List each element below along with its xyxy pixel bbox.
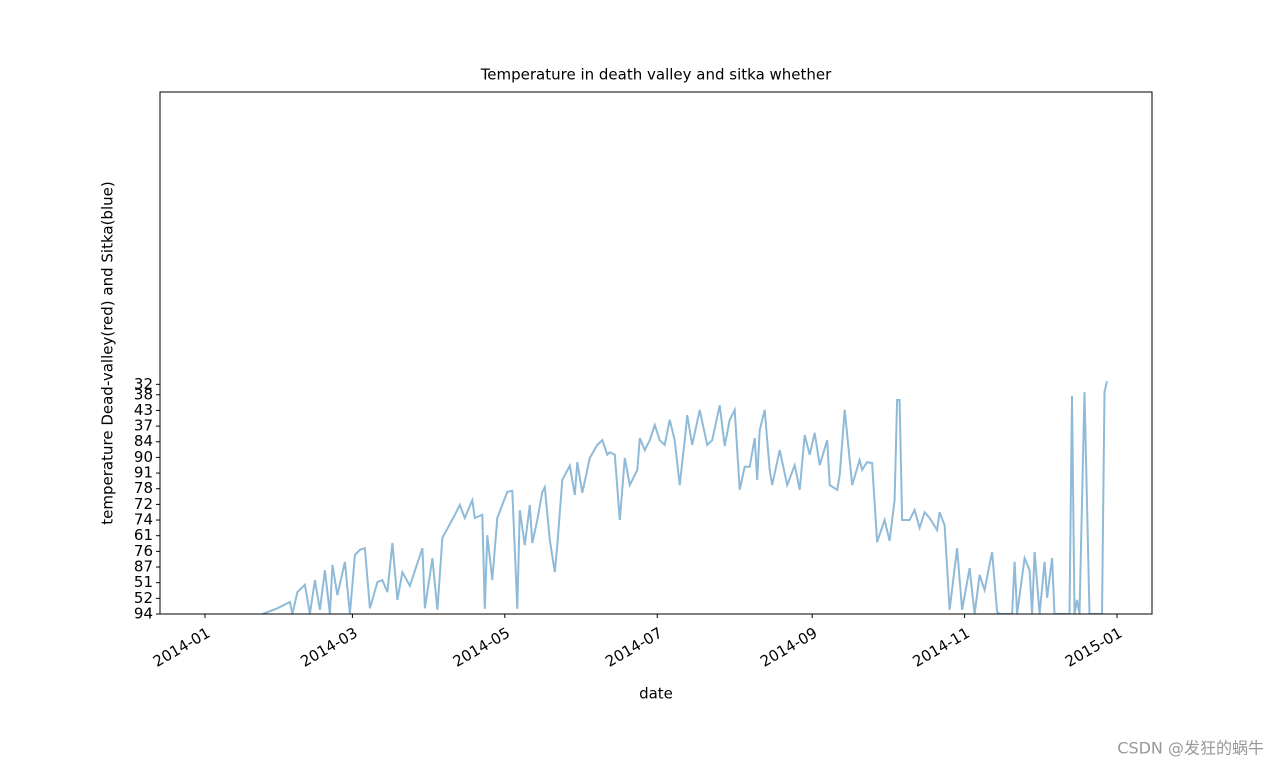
y-tick-label: 91 — [134, 464, 153, 482]
y-tick-label: 32 — [134, 375, 153, 393]
x-tick-label: 2014-05 — [450, 624, 513, 671]
chart-title: Temperature in death valley and sitka wh… — [480, 66, 832, 84]
y-tick-label: 84 — [134, 432, 153, 450]
y-tick-label: 52 — [134, 589, 153, 607]
y-tick-label: 72 — [134, 495, 153, 513]
data-line — [262, 380, 1108, 614]
y-tick-label: 38 — [134, 385, 153, 403]
y-tick-label: 87 — [134, 558, 153, 576]
x-axis-label: date — [639, 685, 673, 703]
x-tick-label: 2015-01 — [1062, 624, 1125, 671]
watermark: CSDN @发狂的蜗牛 — [1117, 739, 1264, 758]
x-tick-label: 2014-09 — [757, 624, 820, 671]
x-tick-label: 2014-01 — [150, 624, 213, 671]
x-tick-label: 2014-07 — [602, 624, 665, 671]
y-tick-label: 76 — [134, 542, 153, 560]
x-tick-label: 2014-11 — [910, 624, 973, 671]
y-tick-label: 94 — [134, 605, 153, 623]
y-tick-label: 90 — [134, 448, 153, 466]
y-tick-label: 43 — [134, 401, 153, 419]
x-tick-label: 2014-03 — [297, 624, 360, 671]
y-axis-label: temperature Dead-valley(red) and Sitka(b… — [99, 181, 117, 524]
y-tick-label: 78 — [134, 479, 153, 497]
plot-frame — [159, 91, 1153, 615]
y-tick-label: 51 — [134, 573, 153, 591]
y-tick-label: 37 — [134, 417, 153, 435]
y-tick-label: 61 — [134, 526, 153, 544]
y-tick-label: 74 — [134, 511, 153, 529]
